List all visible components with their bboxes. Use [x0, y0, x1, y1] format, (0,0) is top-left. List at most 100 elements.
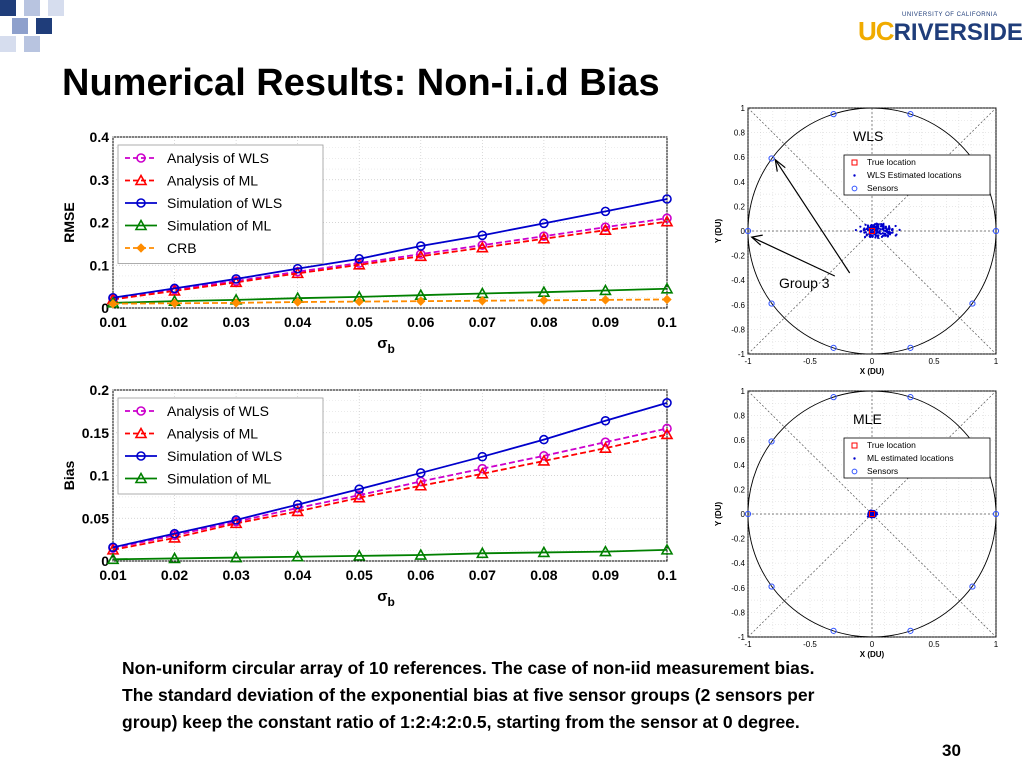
x-tick-label: 0.02 — [161, 314, 188, 330]
x-axis-label: σb — [377, 588, 395, 609]
data-point — [475, 467, 489, 479]
y-tick-label: 0.3 — [90, 172, 110, 188]
legend-marker — [851, 185, 858, 192]
estimate-point — [882, 223, 885, 226]
series-line — [112, 298, 668, 305]
data-point — [106, 552, 120, 565]
y-tick-label: 1 — [741, 104, 746, 113]
data-point — [537, 232, 551, 244]
data-point — [169, 298, 180, 309]
x-tick-label: 0.04 — [284, 314, 311, 330]
data-point — [415, 241, 426, 251]
legend-label: True location — [867, 440, 916, 450]
y-tick-label: 0.6 — [734, 153, 746, 162]
data-point — [414, 548, 428, 560]
estimate-point — [895, 233, 898, 236]
data-point — [231, 298, 241, 308]
legend-marker — [134, 471, 148, 484]
data-point — [168, 551, 181, 564]
estimate-point — [872, 224, 875, 227]
data-point — [477, 463, 488, 474]
estimate-point — [884, 226, 887, 230]
series-line — [112, 220, 668, 301]
y-tick-label: 0.4 — [90, 129, 110, 145]
sensors — [744, 111, 1000, 351]
group-annotation: Group 3 — [779, 275, 830, 291]
x-axis-label: σb — [377, 335, 395, 356]
legend-marker — [134, 218, 148, 231]
x-tick-label: 0.09 — [592, 567, 619, 583]
series-line — [112, 217, 668, 300]
series-simulation-of-wls — [108, 398, 672, 553]
x-tick-label: 0.07 — [469, 567, 496, 583]
legend-label: Simulation of ML — [167, 218, 271, 234]
y-tick-label: 0.2 — [734, 202, 746, 211]
y-tick-label: -0.2 — [731, 252, 745, 261]
true-location-marker — [869, 228, 875, 234]
y-tick-label: 0.2 — [90, 215, 110, 231]
group-arrows — [750, 158, 851, 277]
estimate-point — [863, 235, 867, 239]
deco-square — [36, 18, 52, 34]
estimate-point — [888, 225, 891, 228]
y-tick-label: 1 — [741, 387, 746, 396]
y-tick-label: 0 — [741, 510, 746, 519]
data-point — [229, 550, 243, 563]
data-point — [169, 283, 180, 294]
sensor-marker — [830, 627, 837, 634]
data-point — [108, 299, 118, 309]
legend-marker — [851, 468, 858, 475]
slide-title: Numerical Results: Non-i.i.d Bias — [62, 62, 660, 104]
estimate-point — [891, 231, 894, 234]
x-tick-label: 0.1 — [657, 567, 677, 583]
data-point — [354, 296, 364, 307]
sensor-marker — [830, 344, 837, 351]
legend-label: CRB — [167, 240, 197, 256]
legend-marker — [136, 451, 146, 461]
legend-label: Sensors — [867, 183, 898, 193]
legend-marker — [136, 406, 146, 416]
data-point — [291, 266, 305, 279]
deco-square — [24, 0, 40, 16]
series-line — [112, 198, 668, 299]
sensor-marker — [744, 510, 752, 518]
data-point — [352, 258, 366, 270]
deco-square — [48, 0, 64, 16]
x-tick-label: -1 — [744, 640, 752, 649]
x-tick-label: 1 — [994, 357, 999, 366]
data-point — [539, 218, 549, 229]
deco-square — [0, 36, 16, 52]
y-tick-label: 0.8 — [734, 412, 746, 421]
grid-lines — [112, 136, 668, 309]
y-tick-label: 0.8 — [734, 129, 746, 138]
legend-marker — [136, 198, 146, 208]
estimate-point — [894, 224, 897, 228]
data-point — [231, 515, 241, 525]
legend-label: Analysis of WLS — [167, 150, 269, 166]
x-tick-label: 0.08 — [530, 314, 557, 330]
estimate-point — [882, 227, 885, 230]
estimate-point — [881, 225, 884, 228]
y-tick-label: -0.6 — [731, 584, 745, 593]
data-point — [539, 451, 549, 461]
deco-square — [0, 0, 16, 16]
y-tick-label: -0.4 — [731, 276, 745, 285]
x-tick-label: 0 — [870, 357, 875, 366]
logo-riverside: RIVERSIDE — [893, 19, 1023, 46]
legend: Analysis of WLS Analysis of ML Simulation … — [117, 397, 324, 495]
data-point — [600, 222, 611, 233]
y-tick-label: 0.1 — [90, 468, 110, 484]
legend-label: Analysis of WLS — [167, 403, 269, 419]
estimate-point — [859, 225, 862, 228]
data-point — [415, 468, 426, 478]
estimate-point — [876, 235, 880, 238]
x-tick-label: 0.03 — [222, 314, 249, 330]
legend: Analysis of WLS Analysis of ML Simulation … — [117, 144, 324, 264]
data-point — [475, 241, 489, 253]
legend-marker — [134, 426, 148, 439]
legend-label: Analysis of ML — [167, 173, 258, 189]
sensor-marker — [768, 155, 775, 162]
estimate-point — [866, 224, 870, 227]
data-point — [477, 451, 488, 462]
logo-uc: UC — [858, 16, 895, 46]
